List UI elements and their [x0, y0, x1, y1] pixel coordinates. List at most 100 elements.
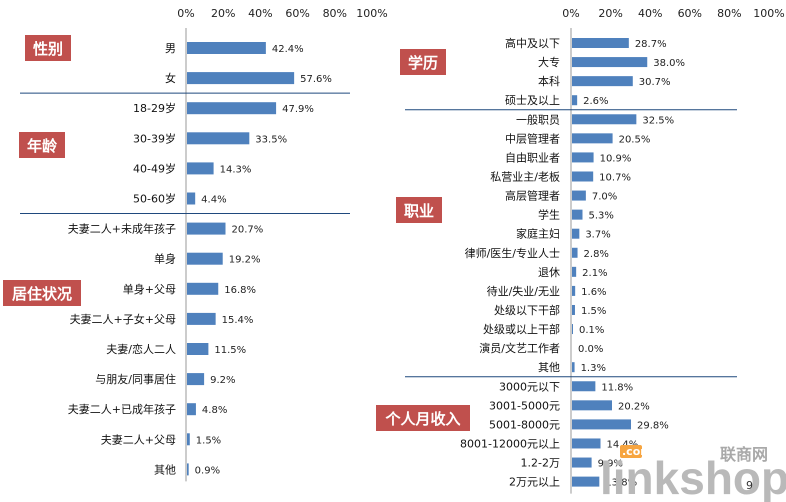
data-label: 29.8% [637, 420, 669, 431]
category-label: 单身+父母 [123, 282, 176, 296]
category-label: 私营业主/老板 [490, 169, 560, 183]
category-label: 大专 [538, 55, 560, 69]
data-label: 13.8% [605, 478, 637, 489]
bar [572, 438, 601, 449]
watermark-com-tag-box [620, 445, 642, 458]
data-label: 1.3% [581, 363, 606, 374]
bar [572, 400, 612, 411]
bar [572, 362, 575, 373]
data-label: 14.3% [220, 164, 252, 175]
category-label: 高中及以下 [505, 36, 560, 50]
bar [187, 222, 226, 235]
group-badge-label: 职业 [404, 202, 434, 220]
bar [187, 433, 190, 446]
bar [572, 247, 578, 258]
category-label: 中层管理者 [505, 131, 560, 145]
data-label: 57.6% [300, 74, 332, 85]
group-badge-label: 学历 [408, 54, 438, 72]
bar [572, 95, 578, 106]
x-tick-label: 100% [356, 7, 387, 20]
data-label: 32.5% [642, 115, 674, 126]
data-label: 1.5% [196, 435, 221, 446]
data-label: 9.9% [598, 459, 623, 470]
x-tick-label: 60% [285, 7, 309, 20]
category-label: 夫妻二人+未成年孩子 [68, 222, 176, 236]
category-label: 50-60岁 [133, 192, 176, 206]
data-label: 3.7% [585, 230, 610, 241]
data-label: 2.6% [583, 96, 608, 107]
category-label: 1.2-2万 [521, 457, 560, 470]
bar [572, 190, 586, 201]
data-label: 20.5% [619, 134, 651, 145]
data-label: 10.9% [600, 153, 632, 164]
bar [187, 312, 216, 325]
data-label: 2.8% [584, 249, 609, 260]
category-label: 女 [165, 71, 176, 85]
bar [187, 343, 209, 355]
x-tick-label: 40% [248, 7, 272, 20]
data-label: 0.1% [579, 325, 604, 336]
right-chart-panel: 0% 20% 40% 60% 80% 100% 学历 高中及以下 28.7% 大专 38.0% 本科 3… [376, 7, 785, 494]
bar [572, 114, 637, 125]
group-badge-label: 年龄 [27, 137, 58, 155]
group-badge-box [25, 35, 71, 61]
bar [187, 162, 214, 175]
data-label: 11.8% [601, 382, 633, 393]
category-label: 夫妻/恋人二人 [106, 342, 176, 356]
data-label: 1.6% [581, 287, 606, 298]
bar [187, 72, 295, 85]
category-label: 3001-5000元 [489, 399, 560, 412]
category-label: 与朋友/同事居住 [95, 372, 176, 386]
data-label: 4.4% [201, 195, 226, 206]
category-label: 退休 [538, 266, 560, 279]
bar [572, 209, 583, 220]
bar [187, 192, 196, 205]
data-label: 38.0% [653, 58, 685, 69]
x-tick-label: 40% [638, 7, 662, 20]
data-label: 33.5% [255, 134, 287, 145]
data-label: 1.5% [581, 306, 606, 317]
bar [572, 476, 600, 487]
bar [187, 42, 266, 54]
category-label: 硕士及以上 [505, 94, 560, 107]
bar [572, 419, 632, 430]
category-label: 处级以下干部 [494, 303, 560, 317]
data-label: 19.2% [229, 255, 261, 266]
left-chart-panel: 0% 20% 40% 60% 80% 100% 性别 男 42.4% 女 57.6% 年龄 18-29岁… [3, 7, 388, 482]
data-label: 14.4% [607, 439, 639, 450]
data-label: 30.7% [639, 77, 671, 88]
category-label: 待业/失业/无业 [487, 284, 560, 298]
data-label: 7.0% [592, 192, 617, 203]
category-label: 夫妻二人+父母 [101, 433, 176, 446]
x-tick-label: 80% [717, 7, 741, 20]
category-label: 高层管理者 [505, 189, 560, 203]
bar [572, 38, 629, 48]
category-label: 其他 [538, 361, 560, 374]
data-label: 28.7% [635, 39, 667, 50]
category-label: 18-29岁 [133, 101, 176, 115]
bar [187, 102, 277, 115]
data-label: 11.5% [214, 345, 246, 356]
data-label: 4.8% [202, 405, 227, 416]
bar [187, 463, 189, 476]
watermark-brand: linkshop [600, 452, 786, 502]
data-label: 5.3% [588, 211, 613, 222]
page-number: 9 [746, 479, 753, 492]
group-badge-box [3, 280, 81, 306]
bar [572, 57, 648, 68]
data-label: 20.2% [618, 401, 650, 412]
group-badge-box [400, 49, 446, 75]
group-badge-label: 个人月收入 [384, 410, 460, 428]
group-badge-box [19, 132, 65, 158]
category-label: 学生 [538, 208, 560, 222]
category-label: 40-49岁 [133, 161, 176, 175]
category-label: 其他 [154, 463, 176, 476]
group-badge-box [396, 197, 442, 223]
data-label: 9.2% [210, 375, 235, 386]
data-label: 0.0% [578, 344, 603, 355]
group-badge-box [376, 405, 470, 431]
group-badge-label: 居住状况 [12, 285, 72, 303]
category-label: 家庭主妇 [516, 227, 560, 241]
bar [572, 266, 577, 277]
